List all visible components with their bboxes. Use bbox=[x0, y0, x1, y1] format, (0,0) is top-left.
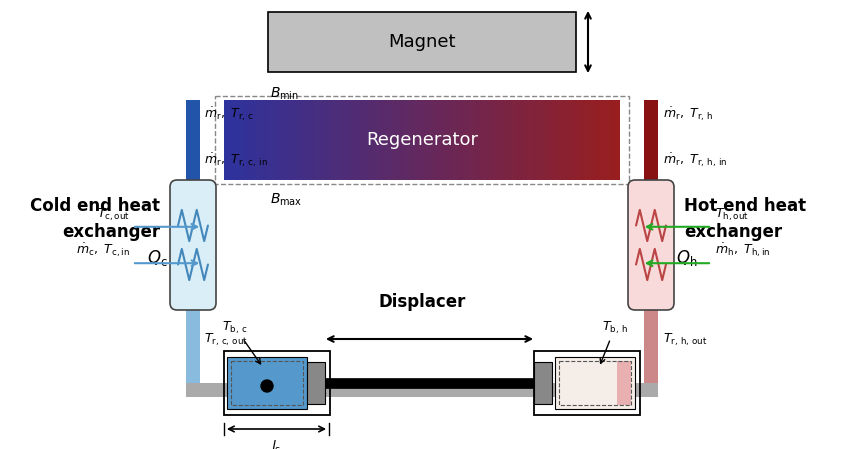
Bar bbox=[215, 96, 629, 184]
Text: $\dot{m}_{\mathrm{r}},\ T_{\mathrm{r,\,h}}$: $\dot{m}_{\mathrm{r}},\ T_{\mathrm{r,\,h… bbox=[663, 105, 714, 123]
Text: $\dot{m}_{\mathrm{c}},\ T_{\mathrm{c,in}}$: $\dot{m}_{\mathrm{c}},\ T_{\mathrm{c,in}… bbox=[76, 241, 130, 259]
Text: Regenerator: Regenerator bbox=[366, 131, 478, 149]
Bar bbox=[534, 362, 552, 404]
Text: $T_{\mathrm{c,out}}$: $T_{\mathrm{c,out}}$ bbox=[97, 207, 130, 223]
Bar bbox=[224, 351, 330, 415]
Bar bbox=[325, 378, 534, 388]
Text: $B_{\mathrm{min}}$: $B_{\mathrm{min}}$ bbox=[270, 86, 299, 102]
Text: exchanger: exchanger bbox=[62, 223, 160, 241]
Bar bbox=[644, 100, 658, 180]
Text: $T_{\mathrm{b,\,h}}$: $T_{\mathrm{b,\,h}}$ bbox=[600, 319, 628, 363]
Bar bbox=[307, 362, 325, 404]
Bar bbox=[268, 12, 576, 72]
Text: $T_{\mathrm{b,\,c}}$: $T_{\mathrm{b,\,c}}$ bbox=[222, 319, 261, 364]
Bar bbox=[534, 351, 640, 415]
Text: $Q_{\mathrm{h}}$: $Q_{\mathrm{h}}$ bbox=[676, 248, 697, 268]
Text: Hot end heat: Hot end heat bbox=[684, 197, 806, 215]
Bar bbox=[186, 310, 200, 390]
Bar bbox=[227, 357, 307, 409]
Text: exchanger: exchanger bbox=[684, 223, 782, 241]
Text: Magnet: Magnet bbox=[388, 33, 456, 51]
Bar bbox=[231, 361, 303, 405]
Bar bbox=[617, 361, 631, 405]
Text: $\dot{m}_{\mathrm{r}},\ T_{\mathrm{r,\,h,\,in}}$: $\dot{m}_{\mathrm{r}},\ T_{\mathrm{r,\,h… bbox=[663, 151, 728, 169]
Text: $B_{\mathrm{max}}$: $B_{\mathrm{max}}$ bbox=[270, 192, 302, 208]
Bar bbox=[186, 100, 200, 180]
Bar bbox=[555, 357, 635, 409]
Text: $\dot{m}_{\mathrm{h}},\ T_{\mathrm{h,in}}$: $\dot{m}_{\mathrm{h}},\ T_{\mathrm{h,in}… bbox=[715, 241, 771, 259]
Text: $T_{\mathrm{h,out}}$: $T_{\mathrm{h,out}}$ bbox=[715, 207, 749, 223]
Text: $\dot{m}_{\mathrm{r}},\ T_{\mathrm{r,\,c}}$: $\dot{m}_{\mathrm{r}},\ T_{\mathrm{r,\,c… bbox=[204, 105, 254, 123]
Circle shape bbox=[261, 380, 273, 392]
Text: $T_{\mathrm{r,\,c,\,out}}$: $T_{\mathrm{r,\,c,\,out}}$ bbox=[204, 332, 248, 348]
FancyBboxPatch shape bbox=[628, 180, 674, 310]
FancyBboxPatch shape bbox=[170, 180, 216, 310]
Text: Cold end heat: Cold end heat bbox=[30, 197, 160, 215]
Text: Displacer: Displacer bbox=[378, 293, 466, 311]
Text: $T_{\mathrm{r,\,h,\,out}}$: $T_{\mathrm{r,\,h,\,out}}$ bbox=[663, 332, 708, 348]
Bar bbox=[186, 383, 658, 397]
Text: $l_{\mathrm{s}}$: $l_{\mathrm{s}}$ bbox=[271, 439, 282, 449]
Bar bbox=[559, 361, 631, 405]
Text: $Q_{\mathrm{c}}$: $Q_{\mathrm{c}}$ bbox=[148, 248, 168, 268]
Text: $\dot{m}_{\mathrm{r}},\ T_{\mathrm{r,\,c,\,in}}$: $\dot{m}_{\mathrm{r}},\ T_{\mathrm{r,\,c… bbox=[204, 151, 268, 169]
Bar bbox=[644, 310, 658, 390]
